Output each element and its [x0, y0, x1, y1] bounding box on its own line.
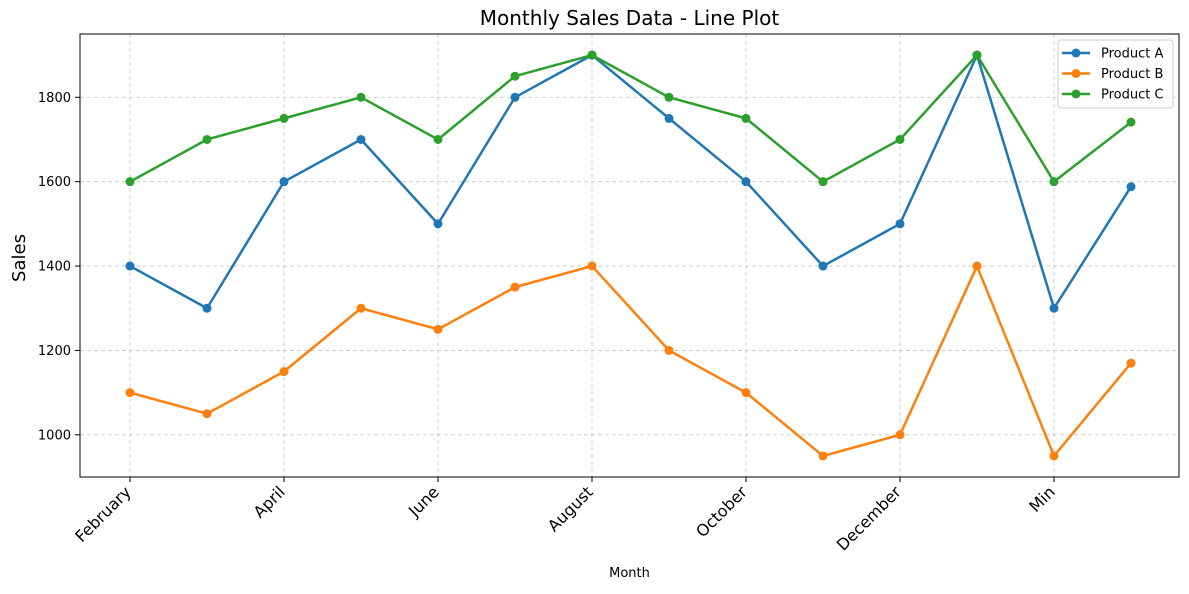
series-group — [125, 261, 1136, 461]
data-point — [202, 409, 212, 419]
data-point — [510, 282, 520, 292]
legend-label: Product A — [1101, 47, 1163, 62]
y-tick-label: 1600 — [38, 175, 71, 190]
series-lines — [125, 50, 1136, 461]
data-point — [1049, 177, 1059, 187]
legend-marker — [1071, 69, 1081, 78]
series-group — [125, 50, 1136, 313]
data-point — [433, 219, 443, 229]
data-point — [433, 134, 443, 144]
data-point — [433, 324, 443, 334]
data-point — [741, 388, 751, 398]
data-point — [1049, 303, 1059, 313]
data-point — [1049, 451, 1059, 461]
data-point — [202, 134, 212, 144]
data-point — [510, 92, 520, 102]
data-point — [1126, 117, 1136, 127]
y-axis-label: Sales — [9, 234, 30, 282]
legend-box — [1057, 39, 1174, 109]
data-point — [741, 113, 751, 123]
series-group — [125, 50, 1136, 187]
y-tick-label: 1400 — [38, 260, 71, 275]
x-axis-label: Month — [609, 566, 650, 581]
data-point — [972, 261, 982, 271]
data-point — [664, 345, 674, 355]
legend-marker — [1071, 89, 1081, 99]
legend-label: Product C — [1101, 88, 1164, 103]
data-point — [587, 261, 597, 271]
axes-frame — [79, 33, 1180, 478]
data-point — [356, 303, 366, 313]
legend: Product A Product B Product C — [1057, 39, 1174, 109]
y-tick-label: 1200 — [38, 344, 71, 359]
series-line — [129, 264, 1132, 458]
data-point — [664, 113, 674, 123]
data-point — [125, 177, 135, 187]
data-point — [587, 50, 597, 60]
chart-title: Monthly Sales Data - Line Plot — [480, 6, 780, 30]
data-point — [741, 177, 751, 187]
y-tick-label: 1800 — [38, 91, 71, 106]
data-point — [125, 388, 135, 398]
data-point — [895, 219, 905, 229]
data-point — [202, 303, 212, 313]
data-point — [972, 50, 982, 60]
data-point — [895, 430, 905, 440]
data-point — [818, 177, 828, 187]
data-point — [664, 92, 674, 102]
legend-label: Product B — [1101, 67, 1163, 82]
data-point — [279, 113, 289, 123]
series-line — [129, 53, 1132, 183]
y-tick-label: 1000 — [38, 428, 71, 443]
data-point — [818, 261, 828, 271]
data-point — [1126, 182, 1136, 192]
series-line — [129, 53, 1133, 310]
data-point — [356, 134, 366, 144]
data-point — [895, 134, 905, 144]
data-point — [279, 367, 289, 377]
data-point — [1126, 358, 1136, 368]
data-point — [510, 71, 520, 81]
legend-marker — [1071, 48, 1081, 58]
data-point — [356, 92, 366, 102]
data-point — [279, 177, 289, 187]
grid — [80, 34, 1179, 477]
data-point — [818, 451, 828, 461]
data-point — [125, 261, 135, 271]
